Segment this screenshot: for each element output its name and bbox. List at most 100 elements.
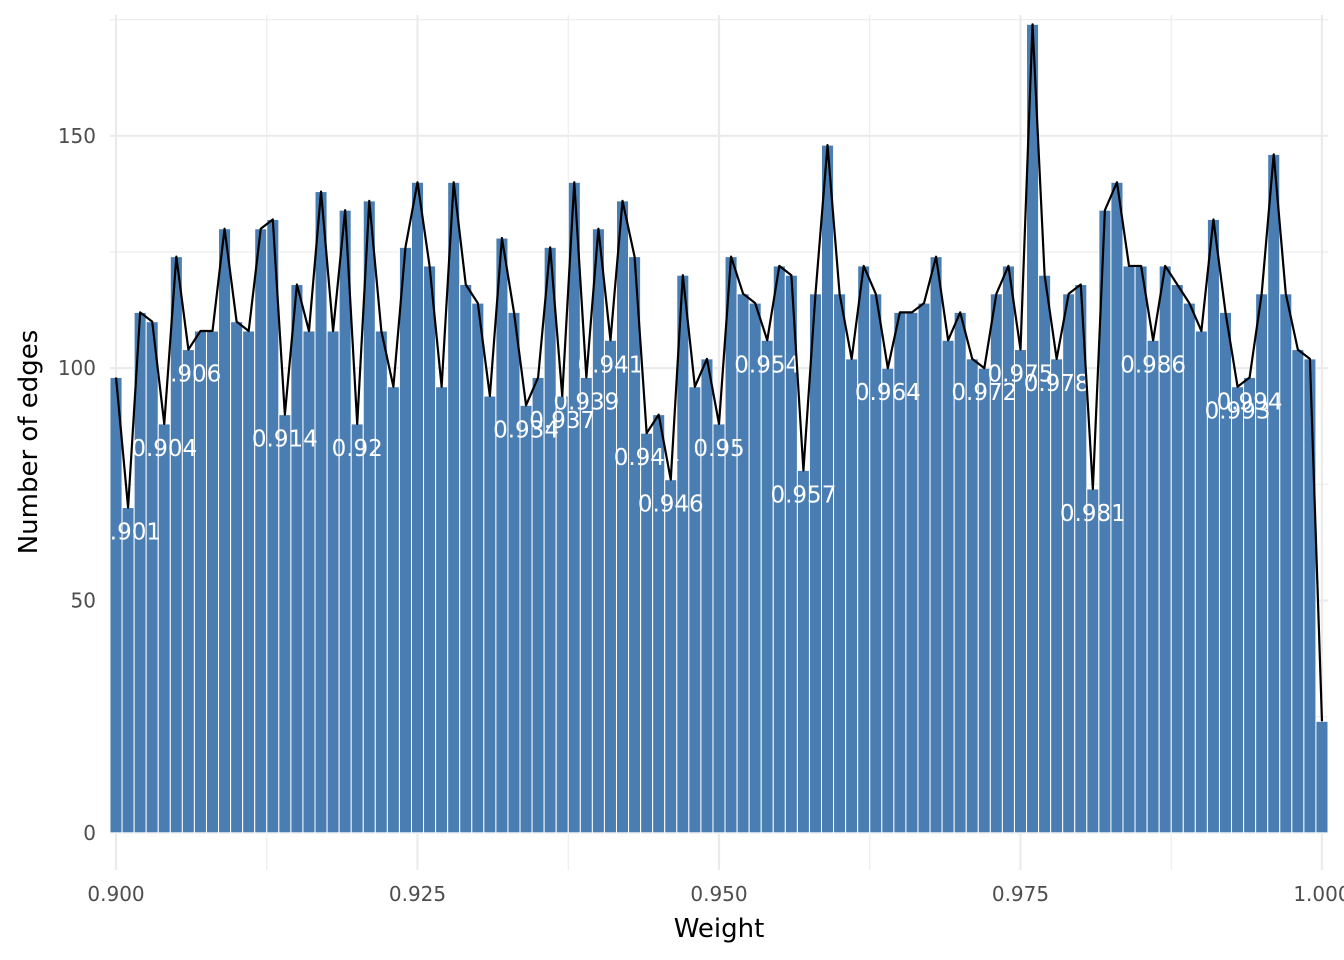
bar [1158, 265, 1172, 834]
bar [1303, 358, 1317, 834]
bar-value-label: 0.981 [1060, 501, 1126, 527]
bar [1122, 265, 1136, 834]
bar [278, 414, 292, 834]
bar-value-label: 0.914 [252, 427, 318, 453]
x-axis-title: Weight [674, 914, 765, 944]
bar [205, 330, 220, 834]
bar [929, 256, 943, 834]
bar-value-label: 0.944 [614, 445, 680, 471]
bar-value-label: 0.934 [493, 417, 559, 443]
bar-value-label: 0.95 [693, 436, 744, 462]
bar [881, 367, 895, 834]
bar [145, 321, 159, 834]
x-axis-ticks: 0.900 0.925 0.950 0.975 1.000 [87, 882, 1344, 906]
bar [857, 265, 871, 834]
bar [1231, 386, 1245, 834]
y-tick-label: 150 [58, 124, 96, 148]
bar [410, 181, 425, 834]
bar [760, 339, 774, 834]
bar [1243, 376, 1257, 834]
bar [374, 330, 388, 834]
bar [386, 386, 400, 834]
bar [1206, 218, 1220, 834]
bar [435, 386, 449, 834]
bar [628, 256, 642, 834]
bar-value-label: 0.939 [553, 389, 619, 415]
bar [314, 191, 328, 834]
bar [507, 311, 521, 834]
bar-value-label: 0.957 [770, 482, 836, 508]
bar [724, 256, 738, 834]
bar [531, 376, 545, 834]
bar [471, 302, 485, 834]
bar [302, 330, 316, 834]
bar-value-label: 0.964 [855, 380, 921, 406]
bar [1279, 293, 1293, 834]
bar [833, 293, 847, 834]
bar [1182, 302, 1196, 834]
bar-value-label: 0.946 [638, 492, 704, 518]
bar-value-label: 0.906 [155, 362, 221, 388]
bar [423, 265, 437, 834]
bar [1013, 349, 1028, 834]
y-tick-label: 50 [71, 588, 96, 612]
bar [1315, 720, 1329, 834]
bar [495, 237, 509, 834]
bar [169, 256, 183, 834]
bar [1146, 339, 1160, 834]
bar-value-label: 0.978 [1024, 371, 1090, 397]
x-tick-label: 0.925 [389, 882, 446, 906]
bar [869, 293, 883, 834]
bar-value-label: 0.954 [734, 352, 800, 378]
bar [157, 423, 171, 834]
bar [1267, 153, 1281, 834]
bar-value-label: 0.994 [1217, 389, 1283, 415]
bar [1086, 488, 1100, 834]
bar [543, 246, 557, 834]
bar [290, 284, 304, 834]
bar [254, 228, 268, 834]
trend-line [114, 23, 1324, 722]
bar [230, 321, 244, 834]
bar [447, 181, 461, 834]
bar [218, 228, 232, 834]
bar [350, 423, 364, 834]
bar [941, 339, 955, 834]
bar [1255, 293, 1269, 834]
bar [519, 404, 533, 834]
bar-value-label: 0.92 [332, 436, 383, 462]
bar [459, 284, 473, 834]
bar [109, 376, 123, 834]
bar [193, 330, 207, 834]
y-tick-label: 0 [83, 821, 96, 845]
bar [266, 218, 280, 834]
y-axis-ticks: 0 50 100 150 [58, 124, 96, 845]
bar [977, 367, 991, 834]
bar [121, 507, 135, 834]
bar [796, 469, 810, 834]
x-tick-label: 0.900 [87, 882, 144, 906]
bar [652, 414, 666, 834]
bar [242, 330, 256, 834]
bar [808, 293, 823, 834]
bar [181, 349, 195, 834]
bar [700, 358, 714, 834]
bar-value-label: 0.993 [1205, 399, 1271, 425]
bar [1038, 274, 1052, 834]
bars [109, 23, 1329, 834]
bar-value-label: 0.975 [988, 362, 1054, 388]
bar [1001, 265, 1015, 834]
x-tick-label: 0.975 [992, 882, 1049, 906]
bar [555, 395, 569, 834]
y-tick-label: 100 [58, 356, 96, 380]
bar [845, 358, 859, 834]
bar [712, 423, 726, 834]
bar [483, 395, 497, 834]
bar-value-label: 0.901 [95, 520, 161, 546]
bar-value-label: 0.972 [951, 380, 1017, 406]
bar [567, 181, 581, 834]
bar [748, 302, 762, 834]
x-tick-label: 1.000 [1293, 882, 1344, 906]
